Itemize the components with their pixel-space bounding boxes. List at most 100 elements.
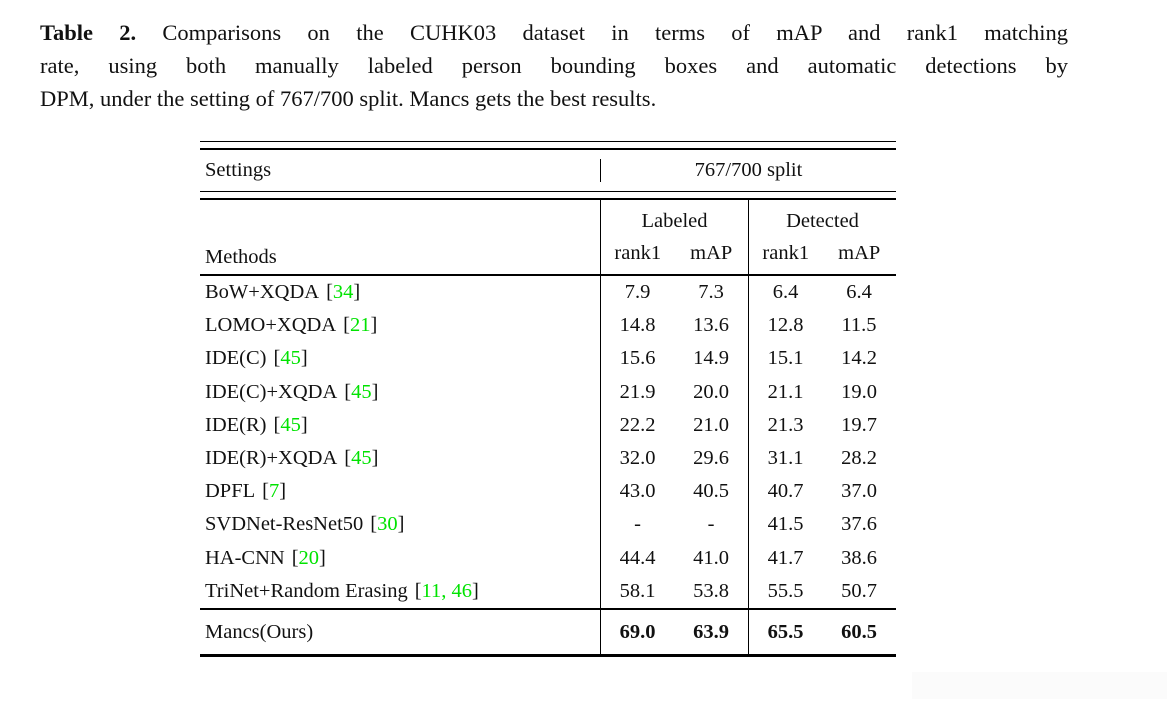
detected-map-value: 6.4 [846,281,872,303]
cite-open-bracket: [ [370,513,378,536]
labeled-map-value: 21.0 [693,413,729,436]
cite-open-bracket: [ [414,579,422,602]
labeled-group-header: Labeled rank1 mAP [600,200,748,274]
labeled-rank1-value: 14.8 [600,309,674,343]
labeled-rank1-value: 58.1 [600,574,674,608]
detected-map-value: 38.6 [841,546,877,569]
method-cell: IDE(C)+XQDA [45] [200,376,600,409]
table-row: HA-CNN [20] 44.4 41.0 41.7 38.6 [200,541,896,575]
bottom-right-artifact [912,672,1167,699]
table-row: IDE(C) [45] 15.6 14.9 15.1 14.2 [200,342,896,376]
method-name: DPFL [205,480,256,503]
settings-header: Settings [205,159,272,181]
method-name: BoW+XQDA [205,281,320,303]
labeled-rank1-value: 21.9 [600,375,674,409]
labeled-map-value: 13.6 [693,314,729,337]
method-cell: IDE(R)+XQDA [45] [200,442,600,475]
caption-label: Table 2. [40,20,137,45]
cite-close-bracket: ] [397,513,405,536]
labeled-rank1-value: - [600,508,674,542]
table-row: BoW+XQDA [34] 7.9 7.3 6.4 6.4 [200,276,896,310]
method-name: IDE(R)+XQDA [205,446,338,469]
detected-rank1-value: 21.1 [748,375,822,409]
labeled-label: Labeled [641,210,708,232]
column-header-row: Methods Labeled rank1 mAP Detected rank1… [200,200,896,274]
cite-open-bracket: [ [344,446,352,469]
citation-link[interactable]: 7 [268,480,280,503]
detected-map-value: 19.7 [841,413,877,436]
caption-line-2: rate, using both manually labeled person… [40,53,1068,78]
citation-link[interactable]: 45 [351,380,372,403]
method-cell: HA-CNN [20] [200,542,600,575]
detected-rank1-value: 55.5 [748,574,822,608]
cite-open-bracket: [ [273,413,281,436]
cite-open-bracket: [ [344,380,352,403]
citation-link[interactable]: 21 [349,314,371,337]
method-name: IDE(C)+XQDA [205,380,338,403]
cite-open-bracket: [ [262,480,269,503]
cite-open-bracket: [ [326,281,333,303]
table-rule-above-ours [200,607,896,610]
detected-map-value: 37.0 [841,480,877,503]
citation-link[interactable]: 45 [351,446,372,469]
method-cell: IDE(C) [45] [200,342,600,375]
cite-open-bracket: [ [343,314,350,337]
cite-close-bracket: ] [300,413,308,436]
ours-method-name: Mancs(Ours) [205,620,314,643]
ours-detected-rank1-value: 65.5 [748,609,822,654]
citation-link[interactable]: 34 [332,281,354,303]
table-row: IDE(R)+XQDA [45] 32.0 29.6 31.1 28.2 [200,441,896,476]
labeled-rank1-value: 32.0 [600,441,674,476]
results-table: Settings 767/700 split Methods Labeled r… [200,141,896,657]
detected-group-header: Detected rank1 mAP [748,200,896,274]
labeled-map-value: 20.0 [693,380,729,403]
labeled-subheaders: rank1 mAP [601,237,748,274]
citation-link[interactable]: 20 [298,546,320,569]
cite-open-bracket: [ [291,546,299,569]
labeled-map-value: 41.0 [693,546,729,569]
caption-line-1: Table 2. Comparisons on the CUHK03 datas… [40,16,1068,49]
cite-close-bracket: ] [319,546,326,569]
table-rule-top [200,141,896,150]
method-name: LOMO+XQDA [205,314,337,337]
cite-close-bracket: ] [300,347,308,370]
labeled-map-value: 40.5 [693,480,729,503]
ours-labeled-map-value: 63.9 [693,620,729,643]
method-cell: IDE(R) [45] [200,409,600,442]
method-cell: BoW+XQDA [34] [200,276,600,309]
table-row: LOMO+XQDA [21] 14.8 13.6 12.8 11.5 [200,309,896,343]
detected-rank1-header: rank1 [762,242,810,264]
method-name: SVDNet-ResNet50 [205,513,364,536]
cite-close-bracket: ] [472,579,479,602]
citation-link[interactable]: 45 [280,413,301,436]
split-header: 767/700 split [600,159,896,182]
table-row: DPFL [7] 43.0 40.5 40.7 37.0 [200,475,896,509]
detected-subheaders: rank1 mAP [749,237,896,274]
detected-map-value: 14.2 [841,347,877,370]
labeled-map-value: - [707,513,715,536]
cite-open-bracket: [ [273,347,281,370]
table-rule-under-settings [200,191,896,200]
table-rule-bottom [200,653,896,657]
detected-map-value: 50.7 [841,579,877,602]
caption-text-1: Comparisons on the CUHK03 dataset in ter… [162,20,1068,45]
method-name: IDE(R) [205,413,267,436]
detected-rank1-value: 40.7 [748,475,822,509]
detected-rank1-value: 6.4 [748,276,822,310]
citation-link[interactable]: 11, 46 [421,579,473,602]
labeled-rank1-value: 15.6 [600,342,674,376]
labeled-rank1-header: rank1 [614,242,662,264]
table-rule-under-header [200,274,896,276]
labeled-rank1-value: 7.9 [600,276,674,310]
citation-link[interactable]: 30 [377,513,398,536]
detected-rank1-value: 12.8 [748,309,822,343]
labeled-map-value: 29.6 [693,446,729,469]
detected-map-value: 11.5 [841,314,877,337]
caption-line-3: DPM, under the setting of 767/700 split.… [40,86,657,111]
method-cell: DPFL [7] [200,475,600,508]
citation-link[interactable]: 45 [280,347,301,370]
detected-rank1-value: 15.1 [748,342,822,376]
detected-label: Detected [786,210,859,232]
cite-close-bracket: ] [371,446,379,469]
